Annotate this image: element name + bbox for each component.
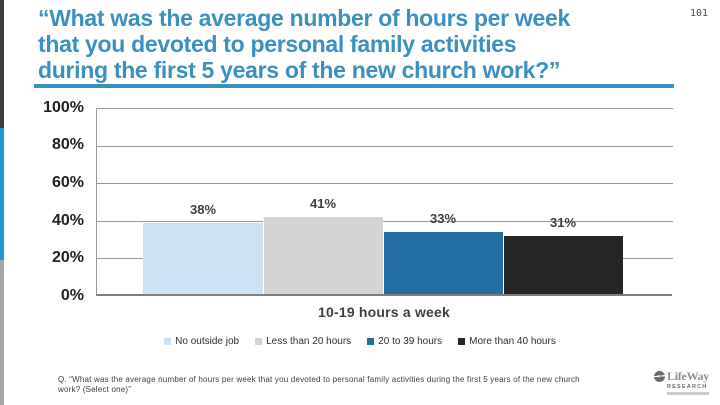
bar-slot-more-than-40: 31% [503,106,623,294]
y-axis-tick-60: 60% [51,174,84,191]
title-underline [34,84,674,88]
y-axis-tick-80: 80% [51,136,84,153]
gridline-60 [97,183,673,185]
slide-title-line-2: that you devoted to personal family acti… [38,31,517,57]
legend-swatch-icon [458,338,466,345]
legend-swatch-icon [164,338,172,345]
y-axis-tick-20: 20% [51,249,84,266]
legend-label: No outside job [175,336,240,347]
gridline-100 [97,108,673,109]
globe-icon [654,371,665,382]
legend-label: 20 to 39 hours [378,336,443,347]
x-axis-category-label: 10-19 hours a week [318,304,450,320]
bar-more-than-40 [503,235,623,294]
bar-20-to-39 [383,231,503,294]
legend-swatch-icon [367,338,375,345]
bar-value-label: 41% [309,195,337,211]
slide-title: “What was the average number of hours pe… [38,5,678,83]
page-number: 101 [689,8,708,19]
y-axis-tick-100: 100% [43,99,84,116]
bar-value-label: 33% [429,210,457,226]
slide-title-line-1: “What was the average number of hours pe… [38,5,570,31]
legend-swatch-icon [255,338,263,345]
bar-less-than-20 [263,216,383,294]
bar-value-label: 38% [189,201,217,217]
slide-title-line-3: during the first 5 years of the new chur… [38,57,561,83]
bar-value-label: 31% [549,214,577,230]
chart-legend: No outside job Less than 20 hours 20 to … [48,336,672,347]
bar-slot-no-outside-job: 38% [143,106,263,294]
legend-label: More than 40 hours [469,336,556,347]
y-axis-tick-40: 40% [51,212,84,229]
bar-slot-less-than-20: 41% [263,106,383,294]
logo-sub-text: RESEARCH [667,384,708,390]
lifeway-research-logo: LifeWay RESEARCH [654,369,710,395]
bar-slot-20-to-39: 33% [383,106,503,294]
legend-item-less-than-20: Less than 20 hours [255,336,351,347]
gridline-40 [97,220,673,222]
legend-label: Less than 20 hours [266,336,352,347]
logo-brand-text: LifeWay [667,369,709,383]
edge-strip-dark-segment [0,0,4,128]
legend-item-no-outside-job: No outside job [164,336,239,347]
legend-item-20-to-39: 20 to 39 hours [367,336,442,347]
edge-strip-blue-segment [0,128,4,260]
legend-item-more-than-40: More than 40 hours [458,336,556,347]
y-axis-tick-0: 0% [60,287,84,304]
slide-edge-strip [0,0,4,405]
survey-question-footnote: Q. “What was the average number of hours… [58,375,580,394]
bar-no-outside-job [143,222,263,294]
logo-tagline-bar [667,392,709,395]
edge-strip-gray-segment [0,260,4,405]
bar-group: 38% 41% 33% 31% [143,106,623,294]
gridline-80 [97,145,673,147]
chart-plot-area: 38% 41% 33% 31% [96,106,673,296]
